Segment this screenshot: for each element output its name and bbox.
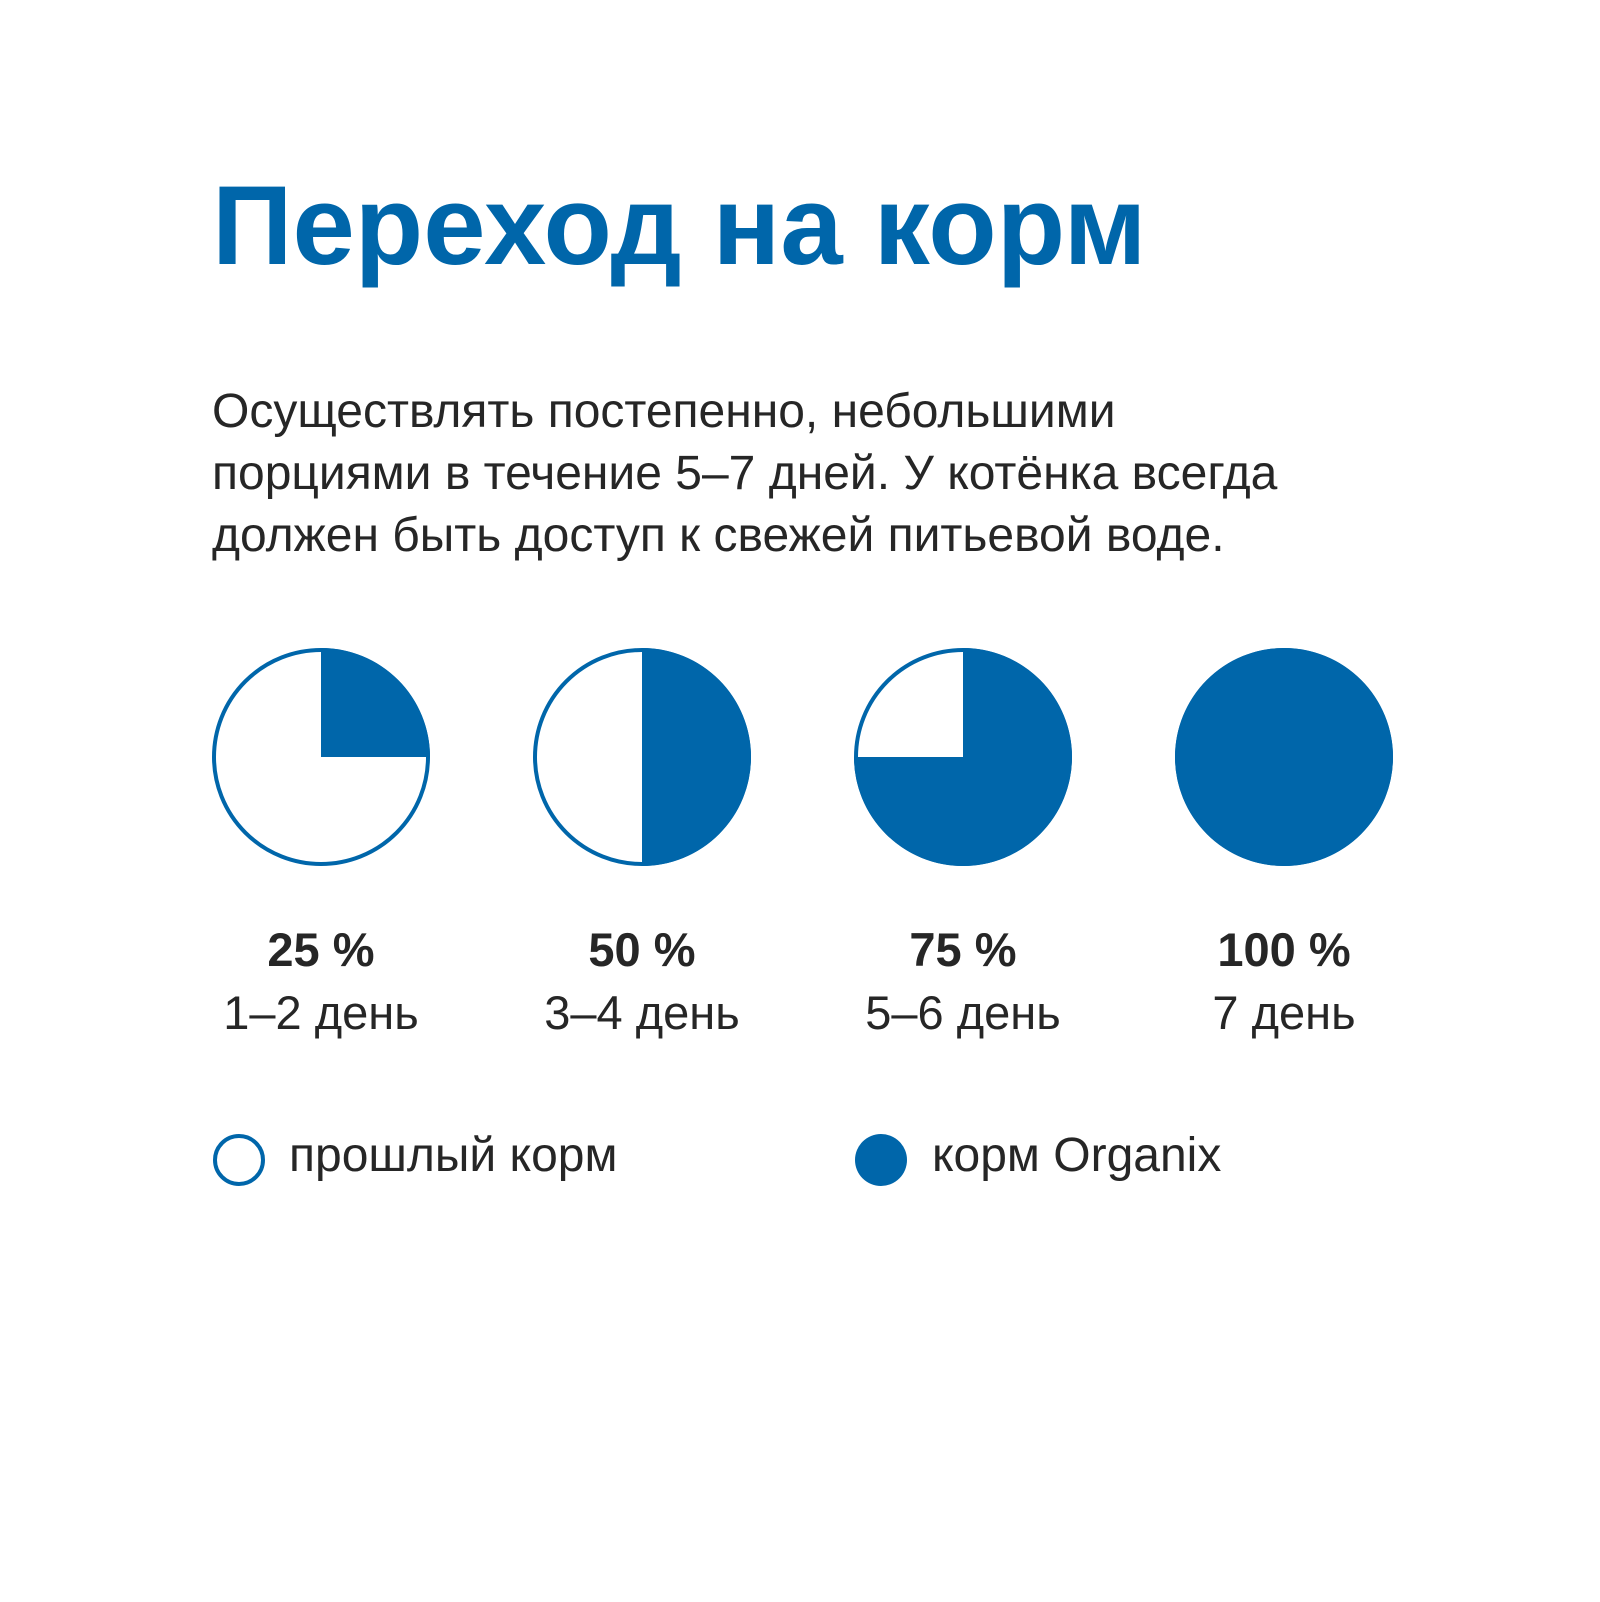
step-percent-label: 25 % — [267, 923, 375, 976]
pie-slice-new-food — [642, 648, 751, 866]
pie-slice-new-food — [321, 648, 430, 757]
step-day-label: 5–6 день — [865, 986, 1061, 1039]
step-day-label: 1–2 день — [223, 986, 419, 1039]
description-line: должен быть доступ к свежей питьевой вод… — [212, 509, 1225, 562]
step-day-label: 7 день — [1212, 986, 1356, 1039]
step-percent-label: 50 % — [588, 923, 696, 976]
legend-old-food-marker — [213, 1134, 265, 1186]
legend-old-food-label: прошлый корм — [289, 1129, 618, 1182]
pie-slice-new-food — [854, 648, 1072, 866]
page-title: Переход на корм — [212, 163, 1147, 288]
legend-new-food-marker — [855, 1134, 907, 1186]
pie-2 — [533, 648, 751, 866]
step-percent-label: 100 % — [1217, 923, 1351, 976]
step-percent-label: 75 % — [909, 923, 1017, 976]
pie-3 — [854, 648, 1072, 866]
description-line: порциями в течение 5–7 дней. У котёнка в… — [212, 447, 1278, 500]
description-line: Осуществлять постепенно, небольшими — [212, 385, 1116, 438]
step-day-label: 3–4 день — [544, 986, 740, 1039]
description: Осуществлять постепенно, небольшими порц… — [212, 381, 1462, 567]
pie-4 — [1175, 648, 1393, 866]
pie-1 — [212, 648, 430, 866]
legend-new-food-label: корм Organix — [932, 1129, 1222, 1182]
pie-slice-new-food — [1175, 648, 1393, 866]
